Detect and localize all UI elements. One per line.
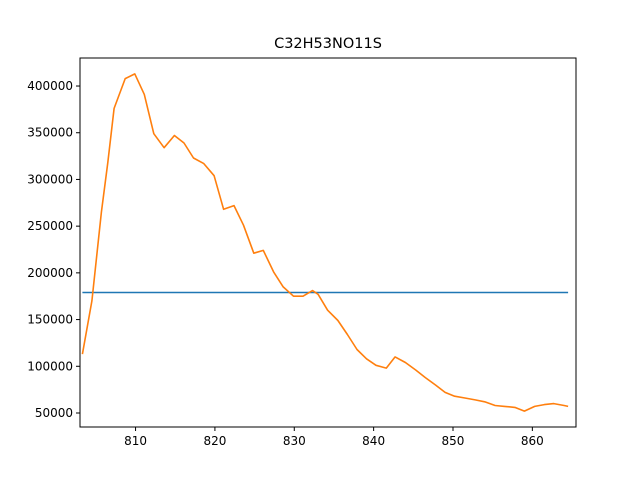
- x-tick-label: 840: [362, 434, 385, 448]
- x-tick-label: 830: [283, 434, 306, 448]
- y-tick-label: 50000: [35, 406, 73, 420]
- y-tick-label: 300000: [27, 172, 73, 186]
- y-axis: 50000 100000 150000 200000 250000 300000 35000…: [27, 79, 80, 420]
- series-line-2: [81, 73, 569, 412]
- y-tick-label: 150000: [27, 313, 73, 327]
- y-tick-label: 350000: [27, 126, 73, 140]
- y-tick-label: 400000: [27, 79, 73, 93]
- x-tick-label: 850: [442, 434, 465, 448]
- x-tick-label: 860: [521, 434, 544, 448]
- plot-area: [79, 57, 577, 428]
- x-tick-label: 820: [203, 434, 226, 448]
- chart-title: C32H53NO11S: [274, 36, 382, 52]
- x-axis: 810 820 830 840 850 860: [124, 427, 544, 448]
- y-tick-label: 200000: [27, 266, 73, 280]
- x-tick-label: 810: [124, 434, 147, 448]
- series-layer: [81, 73, 569, 412]
- y-tick-label: 100000: [27, 359, 73, 373]
- y-tick-label: 250000: [27, 219, 73, 233]
